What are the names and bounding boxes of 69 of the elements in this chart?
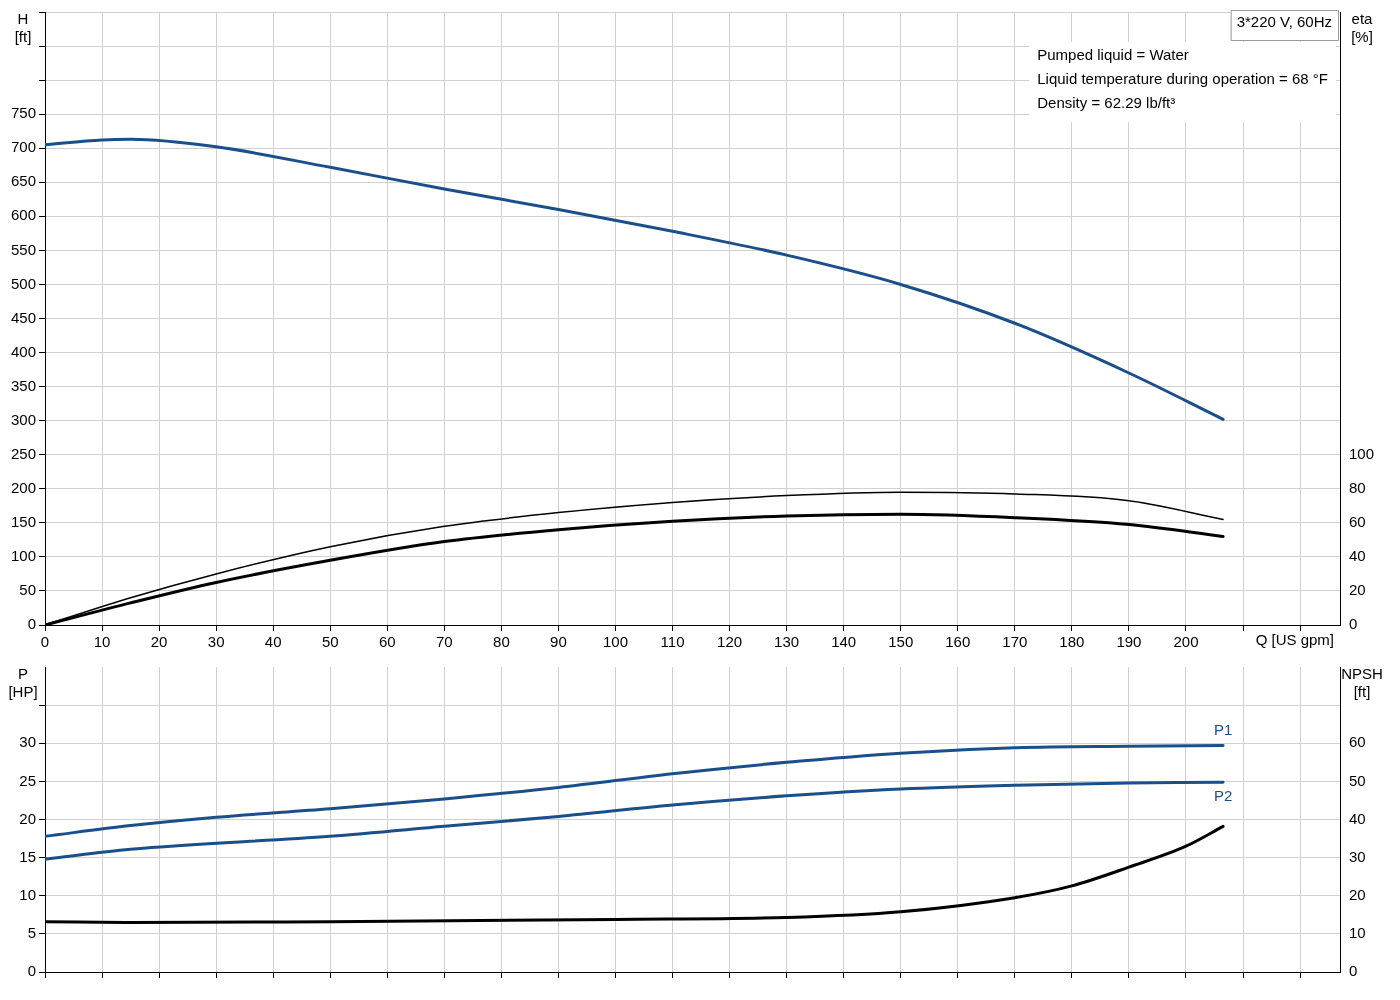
x-tick-label: 180 [1059, 633, 1085, 651]
annotation: Pumped liquid = Water [1037, 46, 1189, 64]
y-tick-label: 10 [19, 885, 36, 903]
x-axis-title: Q [US gpm] [1255, 631, 1334, 649]
y-tick-label: 15 [19, 847, 36, 865]
x-tick-label: 0 [40, 633, 50, 651]
x-tick-label: 30 [207, 633, 225, 651]
y2-tick-label: 40 [1349, 547, 1366, 565]
y-tick-label: 500 [10, 274, 36, 292]
x-tick-label: 40 [264, 633, 282, 651]
y-tick-label: 25 [19, 771, 36, 789]
y2-tick-label: 100 [1349, 444, 1375, 462]
x-tick-label: 160 [945, 633, 971, 651]
y2-tick-label: 20 [1349, 885, 1366, 903]
x-tick-label: 50 [321, 633, 339, 651]
y2-tick-label: 0 [1349, 615, 1358, 633]
x-tick-label: 90 [550, 633, 567, 651]
y2-tick-label: 50 [1349, 771, 1366, 789]
y2-tick-label: 60 [1349, 512, 1366, 530]
y-tick-label: 550 [10, 240, 36, 258]
y2-tick-label: 10 [1349, 924, 1366, 942]
x-tick-label: 170 [1002, 633, 1028, 651]
y2-axis-title: eta [%] [1351, 10, 1374, 46]
x-tick-label: 140 [831, 633, 857, 651]
y2-tick-label: 40 [1349, 809, 1366, 827]
y-tick-label: 0 [27, 962, 36, 980]
annotation: Density = 62.29 lb/ft³ [1037, 94, 1176, 112]
series-label: P2 [1213, 787, 1233, 805]
x-tick-label: 190 [1116, 633, 1142, 651]
x-tick-label: 10 [93, 633, 111, 651]
y-tick-label: 450 [10, 308, 36, 326]
y-tick-label: 750 [10, 104, 36, 122]
series-label: P1 [1213, 720, 1233, 738]
y2-axis-title: NPSH [ft] [1341, 665, 1383, 701]
y-tick-label: 400 [10, 342, 36, 360]
x-tick-label: 130 [774, 633, 800, 651]
x-tick-label: 60 [378, 633, 396, 651]
x-tick-label: 70 [436, 633, 453, 651]
y-tick-label: 250 [10, 444, 36, 462]
y2-tick-label: 80 [1349, 478, 1366, 496]
y-tick-label: 0 [27, 615, 36, 633]
y2-tick-label: 20 [1349, 581, 1366, 599]
y-tick-label: 650 [10, 172, 36, 190]
y-tick-label: 5 [27, 924, 36, 942]
y-tick-label: 20 [19, 809, 36, 827]
y-axis-title: H [ft] [14, 10, 32, 46]
y2-tick-label: 60 [1349, 733, 1366, 751]
x-tick-label: 20 [150, 633, 168, 651]
x-tick-label: 200 [1173, 633, 1199, 651]
y-tick-label: 350 [10, 376, 36, 394]
y-tick-label: 100 [10, 547, 36, 565]
y-tick-label: 150 [10, 512, 36, 530]
x-tick-label: 120 [717, 633, 743, 651]
x-tick-label: 150 [888, 633, 914, 651]
y-axis-title: P [HP] [8, 665, 38, 701]
x-tick-label: 110 [660, 633, 685, 651]
y-tick-label: 200 [10, 478, 36, 496]
annotation: Liquid temperature during operation = 68 °F [1037, 70, 1328, 88]
x-tick-label: 100 [602, 633, 628, 651]
y-tick-label: 50 [19, 581, 36, 599]
y2-tick-label: 30 [1349, 847, 1366, 865]
y-tick-label: 600 [10, 206, 36, 224]
annotation: 3*220 V, 60Hz [1236, 13, 1332, 31]
x-tick-label: 80 [493, 633, 510, 651]
y-tick-label: 300 [10, 410, 36, 428]
line-series [45, 137, 1225, 421]
y-tick-label: 700 [10, 138, 36, 156]
y2-tick-label: 0 [1349, 962, 1358, 980]
y-tick-label: 30 [19, 733, 36, 751]
